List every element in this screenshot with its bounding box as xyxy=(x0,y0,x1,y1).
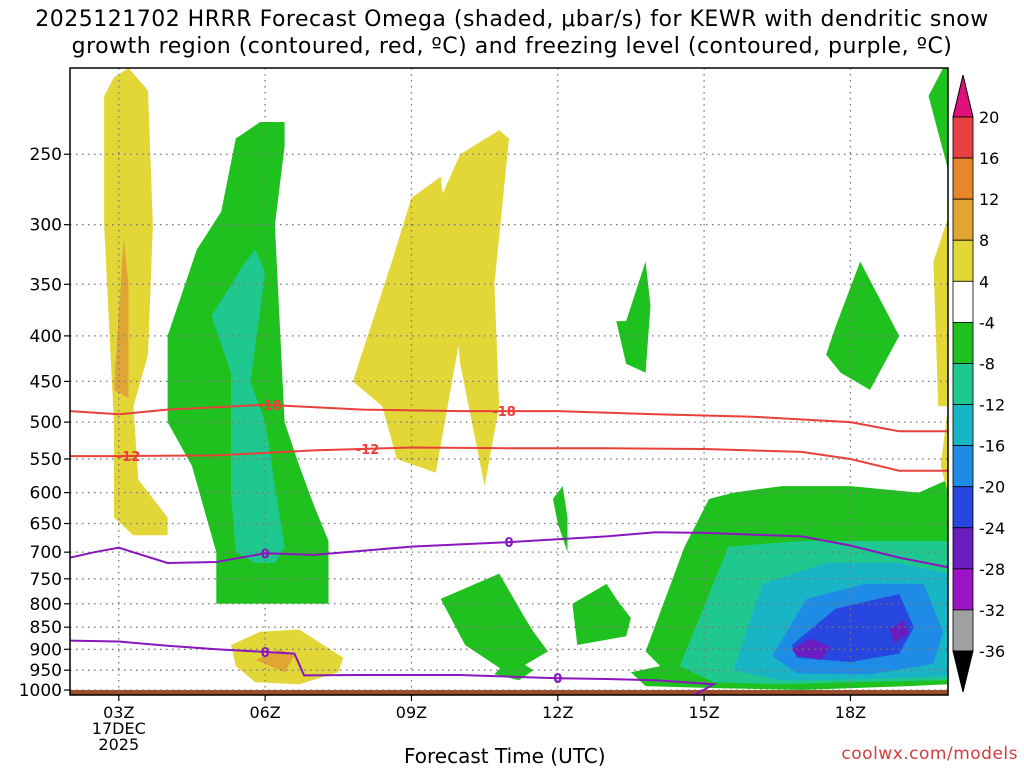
colorbar-label-11: -24 xyxy=(979,519,1005,538)
colorbar-label-7: -8 xyxy=(979,354,995,373)
omega-region-22 xyxy=(928,68,948,170)
x-tick-label-6-1: 06Z xyxy=(249,703,280,722)
plot-area: -18 -18 -12 -12 0 0 0 0 xyxy=(70,68,948,695)
colorbar-label-12: -28 xyxy=(979,560,1005,579)
x-tick-label-3-3: 2025 xyxy=(98,735,139,754)
y-tick-label-950: 950 xyxy=(30,661,62,681)
colorbar-label-1: 20 xyxy=(979,108,999,127)
omega-region-2 xyxy=(113,237,129,399)
colorbar-swatch-9 xyxy=(952,445,974,488)
x-axis-title: Forecast Time (UTC) xyxy=(404,744,606,768)
contour-label-3-2: 0 xyxy=(504,536,513,551)
y-tick-label-900: 900 xyxy=(30,640,62,660)
colorbar-label-4: 8 xyxy=(979,231,989,250)
x-tick-label-3-1: 03Z xyxy=(103,703,134,722)
omega-region-23 xyxy=(933,218,948,407)
y-tick-label-850: 850 xyxy=(30,618,62,638)
colorbar-label-5: 4 xyxy=(979,272,989,291)
colorbar-swatch-2 xyxy=(952,157,974,200)
y-tick-label-650: 650 xyxy=(30,515,62,535)
colorbar-bottom-arrow xyxy=(952,650,974,693)
colorbar-label-8: -12 xyxy=(979,396,1005,415)
colorbar-label-2: 16 xyxy=(979,149,999,168)
omega-region-11 xyxy=(552,486,568,553)
y-tick-label-250: 250 xyxy=(30,145,62,165)
x-tick-label-9-1: 09Z xyxy=(396,703,427,722)
y-tick-label-800: 800 xyxy=(30,595,62,615)
colorbar-label-10: -20 xyxy=(979,478,1005,497)
colorbar-swatch-11 xyxy=(952,527,974,570)
omega-region-13 xyxy=(440,573,548,675)
colorbar-swatch-10 xyxy=(952,486,974,529)
y-tick-label-550: 550 xyxy=(30,450,62,470)
y-tick-label-400: 400 xyxy=(30,327,62,347)
contour-label-1-2: -18 xyxy=(492,405,516,420)
colorbar-label-14: -36 xyxy=(979,642,1005,661)
contour-line-1 xyxy=(70,403,948,433)
omega-region-21 xyxy=(889,620,909,643)
y-tick-label-350: 350 xyxy=(30,275,62,295)
contour-label-3-1: 0 xyxy=(261,547,270,562)
omega-region-14 xyxy=(572,583,631,645)
y-tick-label-750: 750 xyxy=(30,570,62,590)
contour-label-2-2: -12 xyxy=(356,443,380,458)
colorbar-swatch-3 xyxy=(952,198,974,241)
y-tick-label-600: 600 xyxy=(30,484,62,504)
omega-region-10 xyxy=(255,649,295,673)
colorbar-swatch-1 xyxy=(952,116,974,159)
x-tick-label-18-1: 18Z xyxy=(835,703,866,722)
surface-bar xyxy=(70,690,948,695)
colorbar-label-3: 12 xyxy=(979,190,999,209)
omega-region-6 xyxy=(440,130,509,487)
colorbar-swatch-5 xyxy=(952,280,974,323)
contour-line-4 xyxy=(70,639,718,695)
colorbar-swatch-13 xyxy=(952,609,974,652)
colorbar-top-arrow xyxy=(952,74,974,118)
colorbar-swatch-7 xyxy=(952,363,974,405)
omega-region-5 xyxy=(352,176,461,473)
contour-label-4-1: 0 xyxy=(261,646,270,661)
omega-region-20 xyxy=(791,638,831,660)
x-tick-label-15-1: 15Z xyxy=(688,703,719,722)
contour-label-4-2: 0 xyxy=(553,672,562,687)
x-tick-label-3-2: 17DEC xyxy=(92,719,146,738)
colorbar-swatch-6 xyxy=(952,321,974,364)
contour-label-2-1: -12 xyxy=(117,450,141,465)
omega-region-24 xyxy=(940,406,948,493)
x-tick-label-12-1: 12Z xyxy=(542,703,573,722)
chart-title-line2: growth region (contoured, red, ºC) and f… xyxy=(71,34,953,59)
colorbar-swatch-4 xyxy=(952,239,974,282)
omega-region-8 xyxy=(826,261,900,390)
chart-title-line1: 2025121702 HRRR Forecast Omega (shaded, … xyxy=(35,7,989,32)
y-tick-label-450: 450 xyxy=(30,372,62,392)
contour-label-1-1: -18 xyxy=(258,399,282,414)
omega-region-7 xyxy=(616,261,651,373)
omega-region-1 xyxy=(104,68,168,536)
y-tick-label-500: 500 xyxy=(30,413,62,433)
site-credit[interactable]: coolwx.com/models xyxy=(841,744,1018,764)
colorbar-label-13: -32 xyxy=(979,601,1005,620)
colorbar-label-9: -16 xyxy=(979,437,1005,456)
colorbar-swatch-12 xyxy=(952,568,974,611)
y-tick-label-1000: 1000 xyxy=(19,681,62,701)
colorbar-swatch-8 xyxy=(952,404,974,447)
contour-line-3 xyxy=(70,531,948,569)
y-tick-label-700: 700 xyxy=(30,543,62,563)
colorbar-label-6: -4 xyxy=(979,313,995,332)
contour-line-2 xyxy=(70,446,948,472)
y-tick-label-300: 300 xyxy=(30,216,62,236)
